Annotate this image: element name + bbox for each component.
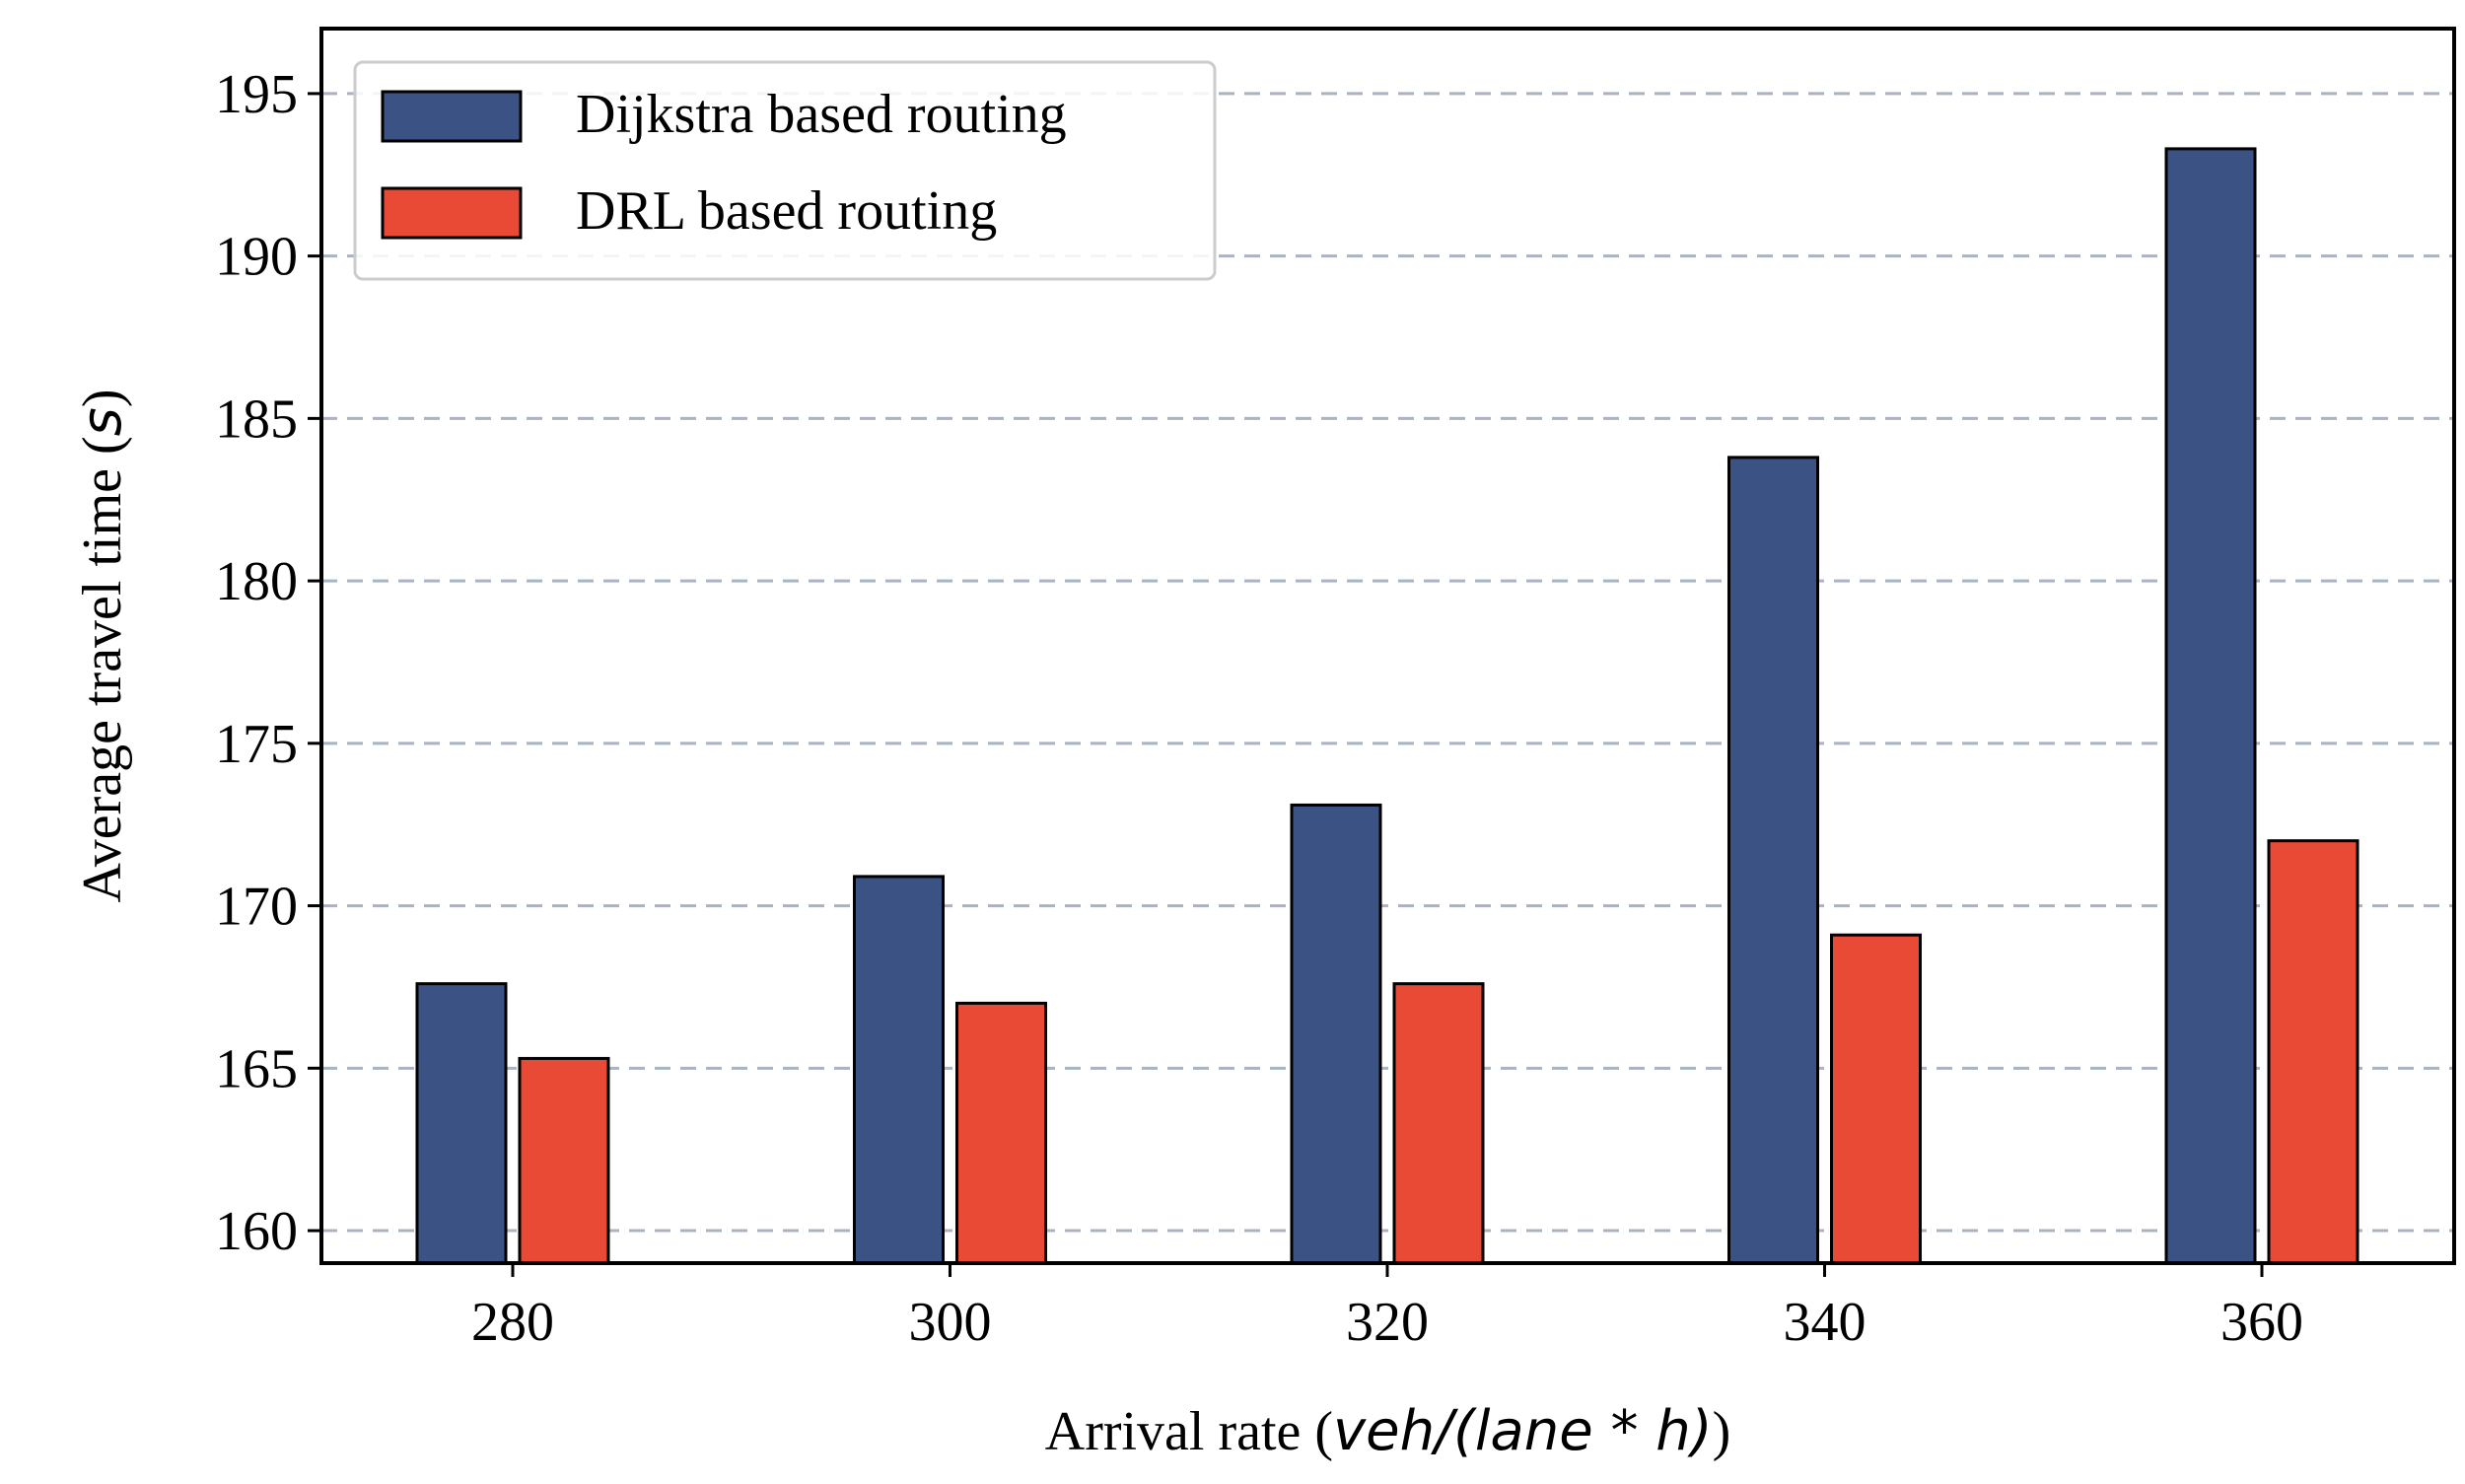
legend-swatch <box>381 186 523 240</box>
x-axis-label: Arrival rate (veh/(lane * h)) <box>1045 1399 1731 1463</box>
legend-box <box>353 60 1217 281</box>
bar-dijkstra-360 <box>2164 147 2257 1265</box>
legend-label: Dijkstra based routing <box>576 84 1067 145</box>
bar-dijkstra-320 <box>1290 803 1382 1265</box>
bar-drl-280 <box>518 1056 610 1265</box>
bar-dijkstra-280 <box>415 982 508 1265</box>
y-tick-label: 180 <box>215 551 298 612</box>
legend-label: DRL based routing <box>576 180 997 242</box>
bar-dijkstra-300 <box>853 875 945 1265</box>
y-tick-label: 165 <box>215 1038 298 1099</box>
y-axis-label: Average travel time (s) <box>70 389 134 903</box>
y-tick-label: 170 <box>215 877 298 938</box>
y-tick-label: 175 <box>215 714 298 775</box>
x-tick-label: 280 <box>471 1292 554 1353</box>
y-axis-ticks: 160 165 170 175 180 185 190 195 <box>215 64 321 1262</box>
x-tick-label: 320 <box>1346 1292 1429 1353</box>
y-tick-label: 185 <box>215 389 298 450</box>
legend-swatch <box>381 90 523 143</box>
x-tick-label: 360 <box>2220 1292 2303 1353</box>
y-tick-label: 160 <box>215 1201 298 1262</box>
legend: Dijkstra based routing DRL based routing <box>353 60 1217 281</box>
x-tick-label: 300 <box>909 1292 992 1353</box>
bar-drl-340 <box>1830 933 1922 1265</box>
x-axis-ticks: 280 300 320 340 360 <box>471 1263 2303 1353</box>
y-tick-label: 190 <box>215 227 298 288</box>
bar-dijkstra-340 <box>1727 456 1819 1265</box>
bar-drl-320 <box>1392 982 1485 1265</box>
gridlines <box>321 92 2454 1233</box>
bar-drl-300 <box>955 1001 1047 1265</box>
bars <box>415 147 2359 1265</box>
y-tick-label: 195 <box>215 64 298 125</box>
x-tick-label: 340 <box>1784 1292 1866 1353</box>
bar-drl-360 <box>2267 839 2359 1265</box>
